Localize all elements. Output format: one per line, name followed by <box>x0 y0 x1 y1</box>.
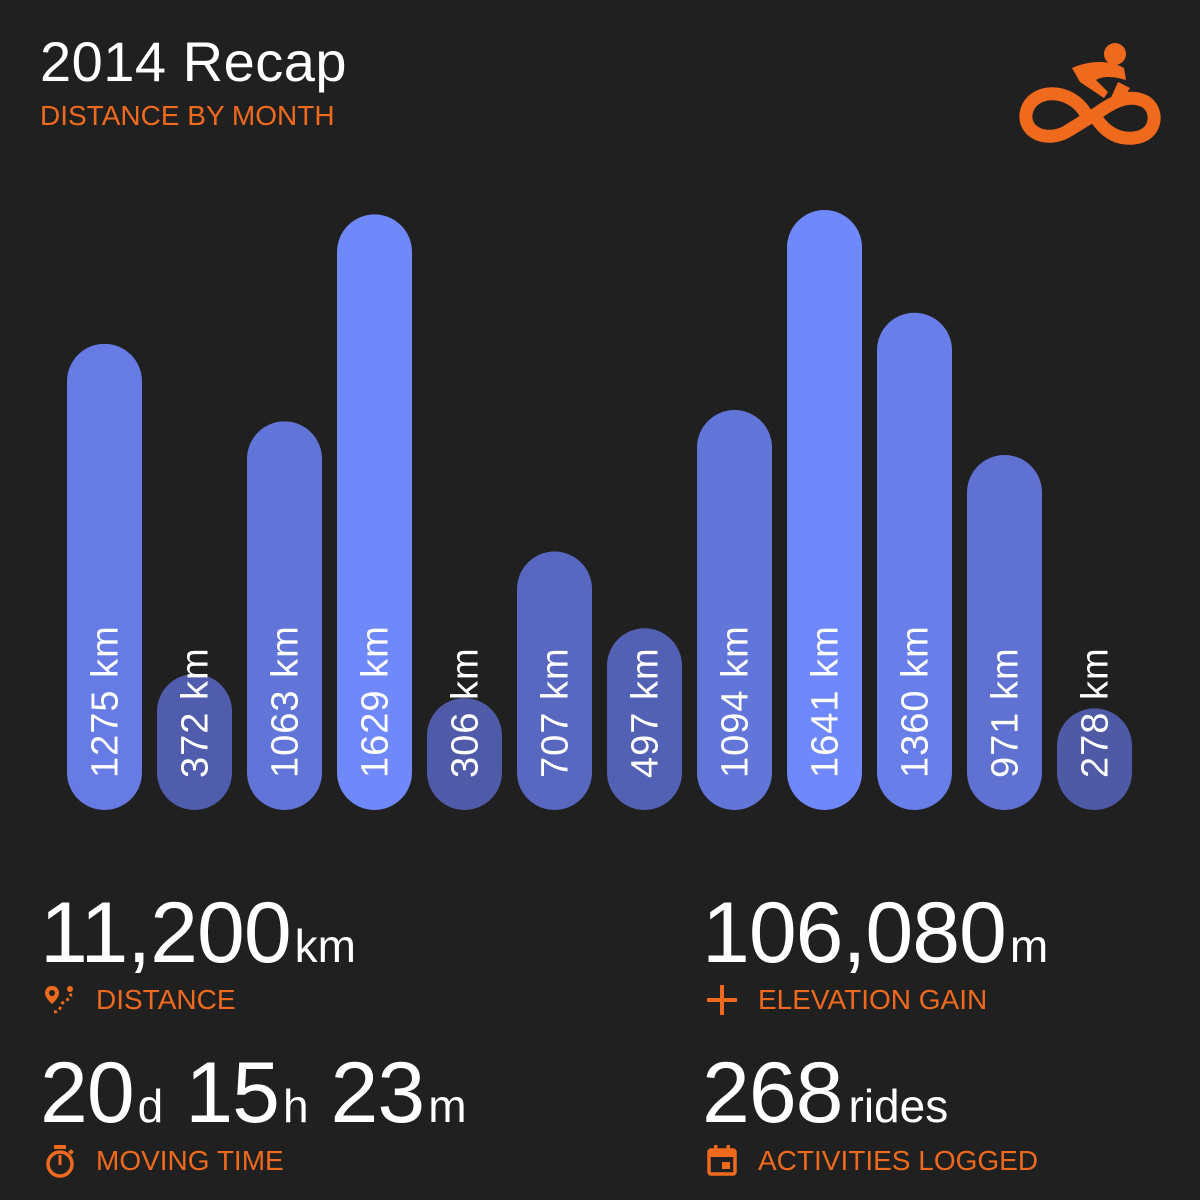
page-subtitle: DISTANCE BY MONTH <box>40 100 335 131</box>
bar-month-10 <box>877 312 952 810</box>
moving-time-minutes: 23 <box>330 1045 426 1141</box>
elevation-label-row: ELEVATION GAIN <box>704 982 987 1018</box>
bar-label-month-12: 278 km <box>1075 647 1117 778</box>
bar-month-2 <box>157 673 232 810</box>
moving-time-hours: 15 <box>185 1045 280 1141</box>
distance-label-row: DISTANCE <box>42 982 236 1018</box>
bar-month-6 <box>517 551 592 810</box>
bar-label-month-6: 707 km <box>535 647 577 778</box>
bar-month-12 <box>1057 708 1132 810</box>
elevation-value: 106,080 <box>702 885 1007 981</box>
rides-label: ACTIVITIES LOGGED <box>758 1145 1039 1176</box>
bar-label-month-11: 971 km <box>985 647 1027 778</box>
elevation-stat: 106,080m <box>702 890 1048 976</box>
bar-month-11 <box>967 454 1042 810</box>
distance-stat: 11,200km <box>40 890 356 976</box>
bar-month-5 <box>427 698 502 810</box>
rides-value: 268 <box>702 1045 843 1141</box>
calendar-icon <box>707 1145 737 1176</box>
bar-label-month-8: 1094 km <box>715 625 757 778</box>
rides-stat: 268 rides <box>702 1050 948 1136</box>
bar-month-7 <box>607 628 682 810</box>
distance-unit: km <box>294 920 356 972</box>
moving-time-minutes-unit: m <box>428 1080 467 1132</box>
distance-label: DISTANCE <box>96 984 236 1015</box>
bar-label-month-9: 1641 km <box>805 625 847 778</box>
bar-label-month-3: 1063 km <box>265 625 307 778</box>
moving-time-label: MOVING TIME <box>96 1145 284 1176</box>
bar-label-month-7: 497 km <box>625 647 667 778</box>
route-pin-icon <box>45 986 73 1014</box>
elevation-label: ELEVATION GAIN <box>758 984 988 1015</box>
rides-label-row: ACTIVITIES LOGGED <box>704 1143 1038 1179</box>
bar-month-9 <box>787 210 862 810</box>
bar-label-month-1: 1275 km <box>85 625 127 778</box>
bar-label-month-4: 1629 km <box>355 625 397 778</box>
moving-time-days-unit: d <box>137 1080 164 1132</box>
monthly-distance-chart: 1275 km 372 km 1063 km 1629 km 306 km 707 km 4… <box>67 210 1132 810</box>
bar-month-1 <box>67 343 142 810</box>
stopwatch-icon <box>46 1145 74 1178</box>
page-title: 2014 Recap <box>40 30 348 93</box>
bar-month-8 <box>697 410 772 810</box>
rides-unit: rides <box>848 1080 949 1132</box>
moving-time-stat: 20d 15h 23m <box>40 1050 467 1136</box>
moving-time-days: 20 <box>40 1045 135 1141</box>
distance-value: 11,200 <box>40 885 292 981</box>
elevation-unit: m <box>1009 920 1049 972</box>
moving-time-label-row: MOVING TIME <box>42 1143 284 1179</box>
bar-label-month-5: 306 km <box>445 647 487 778</box>
bar-label-month-2: 372 km <box>175 647 217 778</box>
bar-month-4 <box>337 214 412 810</box>
plus-icon <box>707 985 737 1015</box>
moving-time-hours-unit: h <box>282 1080 309 1132</box>
bar-label-month-10: 1360 km <box>895 625 937 778</box>
bar-month-3 <box>247 421 322 810</box>
cyclist-logo-icon <box>1019 43 1161 145</box>
